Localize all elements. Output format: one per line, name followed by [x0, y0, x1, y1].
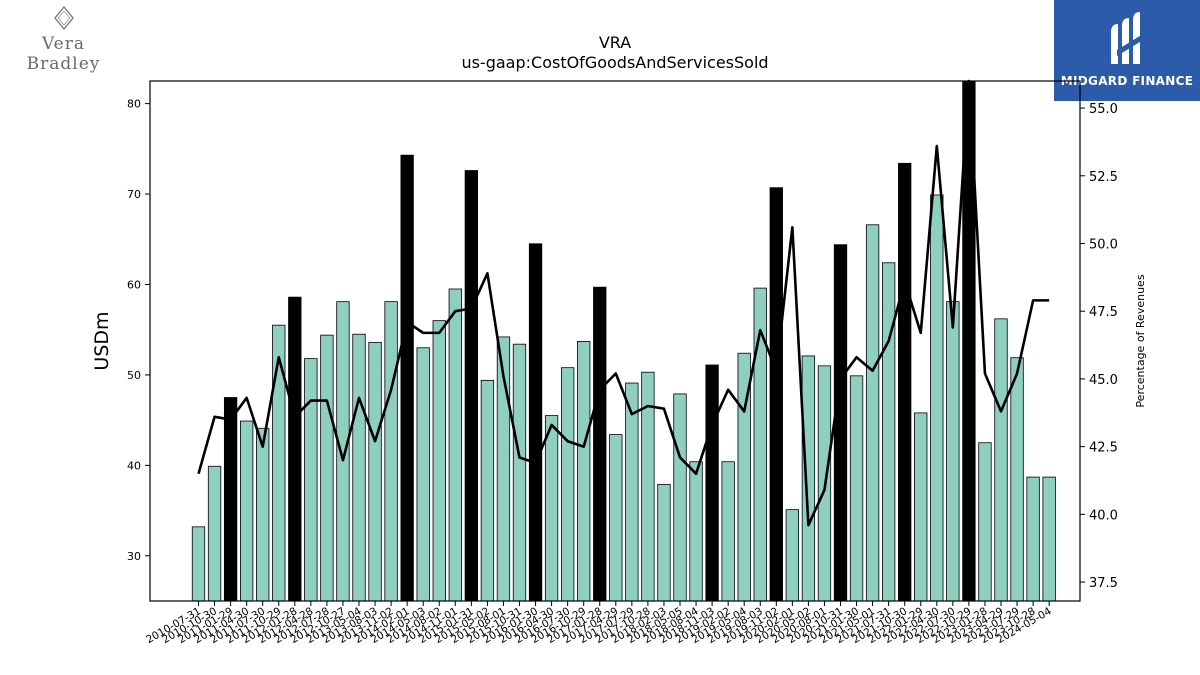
bar	[609, 434, 623, 602]
bar	[448, 288, 462, 602]
bar	[625, 382, 639, 602]
bar	[191, 526, 206, 602]
bar	[865, 224, 880, 602]
bar	[1026, 476, 1040, 602]
midgard-finance-logo: MIDGARD FINANCE	[1054, 0, 1200, 101]
bar	[512, 343, 527, 602]
bar	[689, 461, 703, 602]
chart-subtitle: us-gaap:CostOfGoodsAndServicesSold	[461, 53, 768, 72]
y-tick-label: 40	[127, 459, 141, 472]
bar	[769, 187, 783, 602]
chart-title: VRA	[599, 33, 631, 52]
left-logo-text: Vera Bradley	[26, 34, 101, 74]
y2-tick-label: 50.0	[1089, 238, 1118, 253]
bar	[207, 465, 222, 602]
bar	[833, 244, 848, 602]
bar	[416, 347, 430, 602]
y-tick-label: 70	[127, 188, 141, 201]
bar	[528, 243, 543, 602]
bar	[320, 334, 334, 602]
bar	[464, 170, 479, 602]
bar	[849, 375, 864, 602]
y-tick-label: 30	[127, 550, 141, 563]
bar	[239, 420, 254, 602]
bar	[930, 194, 944, 602]
y2-tick-label: 45.0	[1089, 373, 1118, 388]
y2-axis-label: Percentage of Revenues	[1134, 274, 1147, 407]
bar	[432, 320, 446, 602]
bar	[288, 296, 302, 602]
y2-tick-label: 40.0	[1089, 508, 1118, 523]
bar	[561, 367, 575, 602]
y2-tick-label: 37.5	[1089, 576, 1118, 591]
bar	[1010, 357, 1024, 602]
y2-tick-label: 52.5	[1089, 170, 1118, 185]
right-logo-text: MIDGARD FINANCE	[1060, 74, 1194, 88]
bar	[721, 461, 735, 602]
bar	[384, 301, 398, 602]
y2-tick-label: 55.0	[1089, 102, 1118, 117]
bar	[1042, 476, 1056, 602]
bar	[336, 301, 350, 602]
bar	[657, 483, 671, 602]
bar	[352, 333, 366, 602]
bar	[978, 442, 992, 602]
bar	[256, 427, 270, 602]
bar	[577, 341, 591, 602]
bar	[801, 355, 816, 602]
vera-bradley-logo: Vera Bradley	[6, 6, 121, 74]
y-tick-label: 80	[127, 98, 141, 111]
y2-tick-label: 42.5	[1089, 441, 1118, 456]
bar	[304, 358, 318, 602]
bar	[785, 509, 799, 602]
bar	[223, 397, 238, 602]
bar	[593, 286, 607, 602]
y-axis-label: USDm	[91, 311, 113, 370]
diamond-logo-icon	[53, 6, 74, 30]
bar	[272, 324, 286, 602]
plot-frame	[149, 80, 1081, 602]
bar	[946, 301, 960, 602]
bar	[480, 379, 495, 602]
bar	[882, 262, 896, 602]
bar	[673, 393, 687, 602]
midgard-logo-icon	[1111, 12, 1143, 64]
bar	[898, 162, 912, 602]
y-tick-label: 50	[127, 369, 141, 382]
y2-tick-label: 47.5	[1089, 305, 1118, 320]
bar	[914, 412, 928, 602]
bar	[994, 318, 1008, 602]
bar	[400, 154, 414, 602]
bar	[368, 341, 382, 602]
percentage-line	[197, 79, 1050, 527]
bar	[705, 364, 719, 602]
bar	[544, 415, 559, 602]
y-tick-label: 60	[127, 278, 141, 291]
